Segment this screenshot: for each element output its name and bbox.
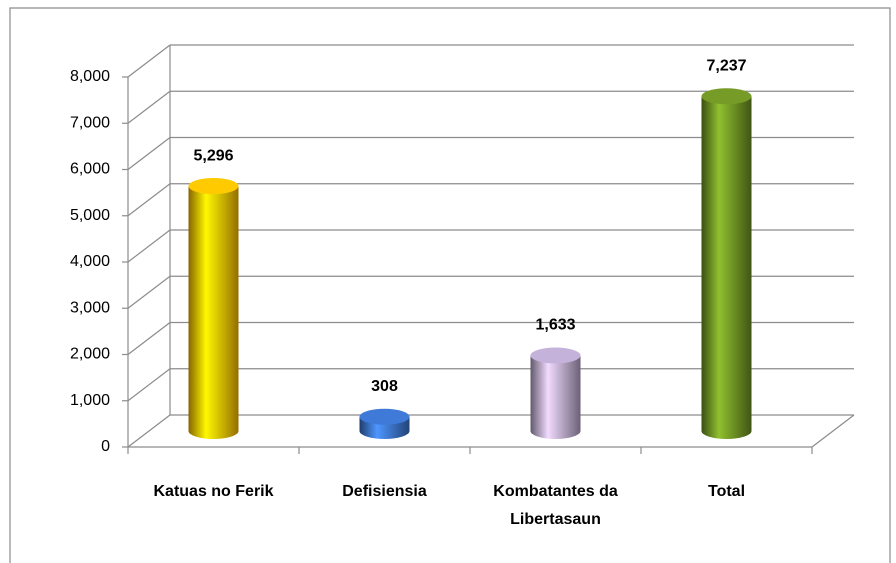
y-tick-label: 3,000: [70, 299, 110, 316]
y-tick-label: 2,000: [70, 346, 110, 363]
y-tick-label: 8,000: [70, 68, 110, 85]
bar: [188, 186, 239, 439]
y-tick-label: 5,000: [70, 207, 110, 224]
floor-edge: [811, 414, 855, 448]
label-line: Kombatantes da: [493, 483, 618, 500]
value-label: 5,296: [193, 147, 233, 164]
value-label: 1,633: [535, 317, 575, 334]
bar-top: [188, 178, 239, 195]
y-tick-label: 1,000: [70, 392, 110, 409]
grid-line-side: [127, 322, 171, 355]
chart-border: [9, 7, 891, 563]
bar: [701, 96, 752, 439]
grid-line-side: [127, 368, 171, 402]
x-tick-label: Katuas no Ferik: [153, 483, 273, 500]
y-tick-label: 0: [101, 438, 110, 455]
bar-top: [359, 408, 410, 425]
grid-line-side: [127, 44, 171, 78]
grid-line-side: [127, 137, 171, 170]
grid-line-side: [127, 90, 171, 124]
bar-top: [701, 88, 752, 105]
x-tick-label: Kombatantes da Libertasaun: [493, 483, 618, 528]
label-line: Libertasaun: [510, 511, 601, 528]
grid-line-side: [127, 414, 171, 448]
y-tick-label: 7,000: [70, 114, 110, 131]
bar: [530, 355, 581, 439]
grid-line-side: [127, 275, 171, 309]
grid-line-side: [127, 183, 171, 217]
bar-top: [530, 347, 581, 364]
x-tick-label: Total: [708, 483, 745, 500]
x-tick-label: Defisiensia: [342, 483, 427, 500]
grid-line-side: [127, 229, 171, 263]
value-label: 7,237: [706, 58, 746, 75]
y-tick-label: 4,000: [70, 253, 110, 270]
y-tick-label: 6,000: [70, 161, 110, 178]
value-label: 308: [371, 378, 398, 395]
